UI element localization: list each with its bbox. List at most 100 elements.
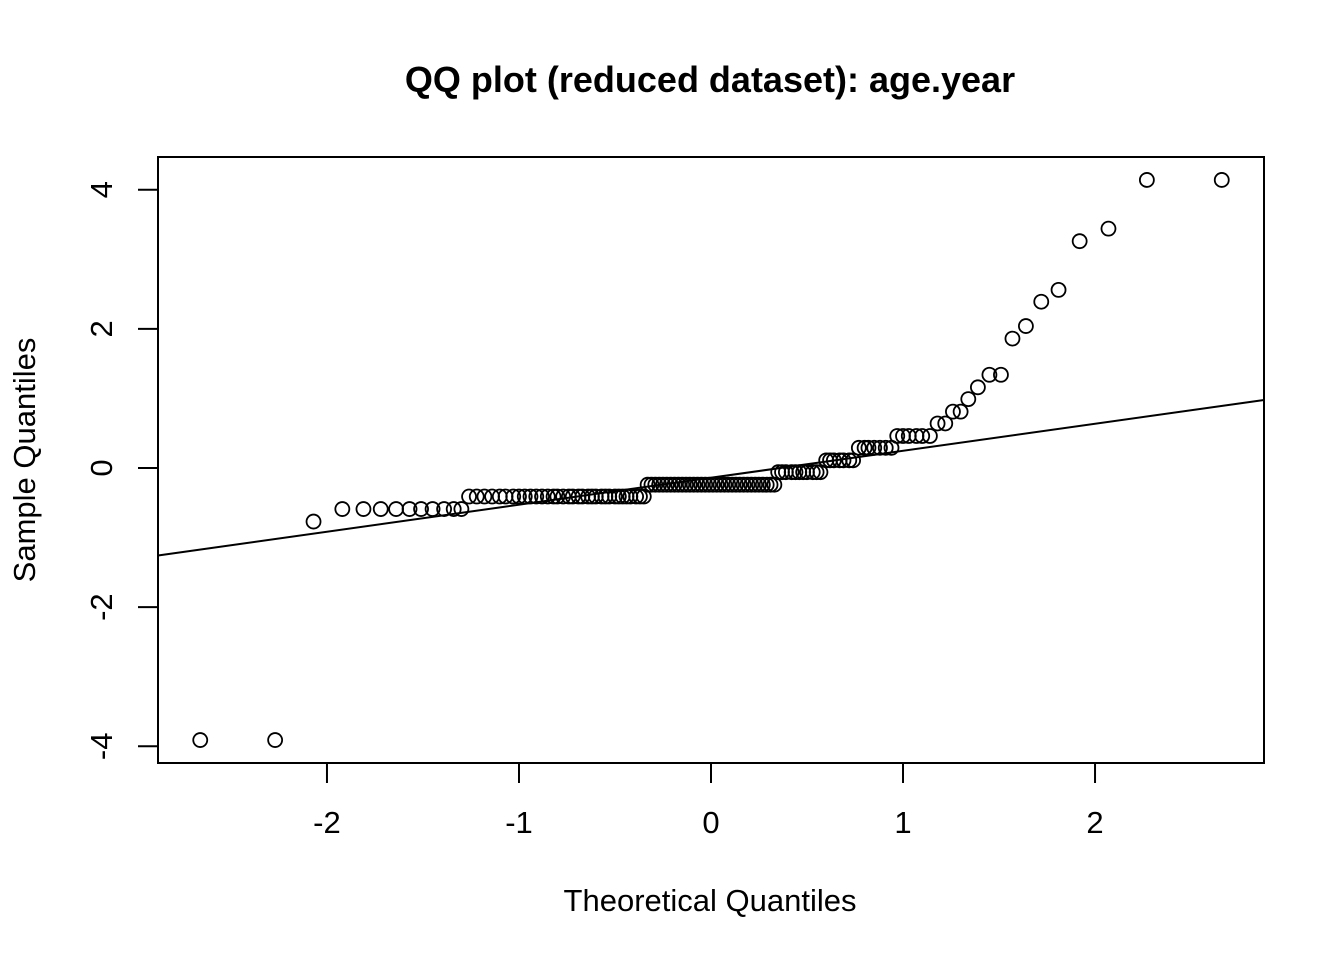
- data-point: [628, 488, 645, 505]
- data-point: [808, 464, 825, 481]
- data-point: [528, 488, 545, 505]
- data-point: [783, 464, 800, 481]
- data-point: [921, 428, 938, 444]
- data-point: [522, 488, 539, 505]
- data-points: [192, 172, 1230, 748]
- data-point: [678, 476, 694, 493]
- data-point: [516, 488, 533, 505]
- data-point: [670, 476, 687, 493]
- data-point: [1004, 330, 1021, 347]
- data-point: [539, 488, 556, 505]
- y-tick-label: 0: [84, 459, 119, 476]
- y-tick-label: -4: [84, 733, 119, 761]
- data-point: [731, 476, 748, 493]
- data-point: [754, 476, 771, 493]
- data-point: [1100, 220, 1117, 237]
- data-point: [993, 366, 1009, 383]
- data-point: [468, 488, 485, 505]
- data-point: [693, 476, 710, 493]
- y-axis: -4 -2 0 2 4: [84, 181, 158, 760]
- data-point: [751, 476, 767, 493]
- data-point: [610, 488, 627, 505]
- data-point: [1071, 233, 1088, 250]
- data-point: [708, 476, 725, 493]
- data-point: [647, 476, 664, 493]
- x-tick-label: 2: [1086, 805, 1103, 840]
- data-point: [453, 501, 470, 517]
- data-point: [850, 439, 867, 456]
- data-point: [762, 476, 779, 493]
- data-point: [334, 501, 351, 517]
- x-tick-label: 1: [894, 805, 911, 840]
- data-point: [655, 476, 671, 493]
- data-point: [716, 476, 733, 493]
- data-point: [666, 476, 683, 493]
- data-point: [545, 488, 562, 505]
- data-point: [705, 476, 721, 493]
- data-point: [355, 501, 372, 517]
- data-point: [511, 488, 527, 505]
- data-point: [651, 476, 668, 493]
- data-point: [192, 732, 209, 748]
- data-point: [1138, 172, 1155, 188]
- data-point: [1033, 293, 1050, 310]
- data-point: [372, 501, 389, 517]
- data-point: [945, 403, 961, 420]
- data-point: [662, 476, 679, 493]
- data-point: [555, 488, 572, 505]
- data-point: [639, 476, 656, 493]
- data-point: [461, 488, 477, 505]
- data-point: [952, 403, 969, 420]
- data-point: [825, 452, 842, 469]
- data-point: [549, 488, 566, 505]
- data-point: [413, 501, 429, 517]
- data-point: [267, 732, 284, 748]
- y-tick-label: -2: [84, 593, 119, 621]
- data-point: [632, 488, 648, 505]
- data-point: [1213, 172, 1230, 188]
- data-point: [681, 476, 698, 493]
- data-point: [969, 379, 986, 396]
- data-point: [841, 452, 858, 469]
- data-point: [747, 476, 764, 493]
- data-point: [724, 476, 741, 493]
- data-point: [712, 476, 729, 493]
- data-point: [445, 501, 462, 517]
- x-axis: -2 -1 0 1 2: [313, 763, 1104, 840]
- data-point: [685, 476, 702, 493]
- data-point: [937, 415, 954, 432]
- data-point: [388, 501, 404, 517]
- data-point: [1050, 281, 1067, 298]
- data-point: [787, 464, 804, 481]
- data-point: [1018, 318, 1034, 334]
- data-point: [860, 439, 877, 456]
- data-point: [960, 391, 977, 408]
- data-point: [689, 476, 706, 493]
- data-point: [697, 476, 714, 493]
- data-point: [674, 476, 691, 493]
- data-point: [929, 415, 946, 432]
- data-point: [981, 366, 998, 383]
- data-point: [607, 488, 623, 505]
- data-point: [720, 476, 737, 493]
- data-point: [914, 428, 931, 444]
- data-point: [856, 439, 873, 456]
- x-tick-label: -1: [505, 805, 533, 840]
- data-point: [877, 439, 894, 456]
- data-point: [804, 464, 821, 481]
- data-point: [505, 488, 522, 505]
- data-point: [735, 476, 752, 493]
- data-point: [835, 452, 852, 469]
- data-point: [534, 488, 550, 505]
- x-tick-label: 0: [702, 805, 719, 840]
- plot-frame: [157, 156, 1265, 764]
- data-point: [564, 488, 581, 505]
- data-point: [872, 439, 888, 456]
- data-point: [889, 428, 906, 444]
- data-point: [436, 501, 453, 517]
- data-point: [305, 513, 322, 530]
- data-point: [643, 476, 660, 493]
- data-point: [739, 476, 756, 493]
- data-point: [845, 452, 861, 469]
